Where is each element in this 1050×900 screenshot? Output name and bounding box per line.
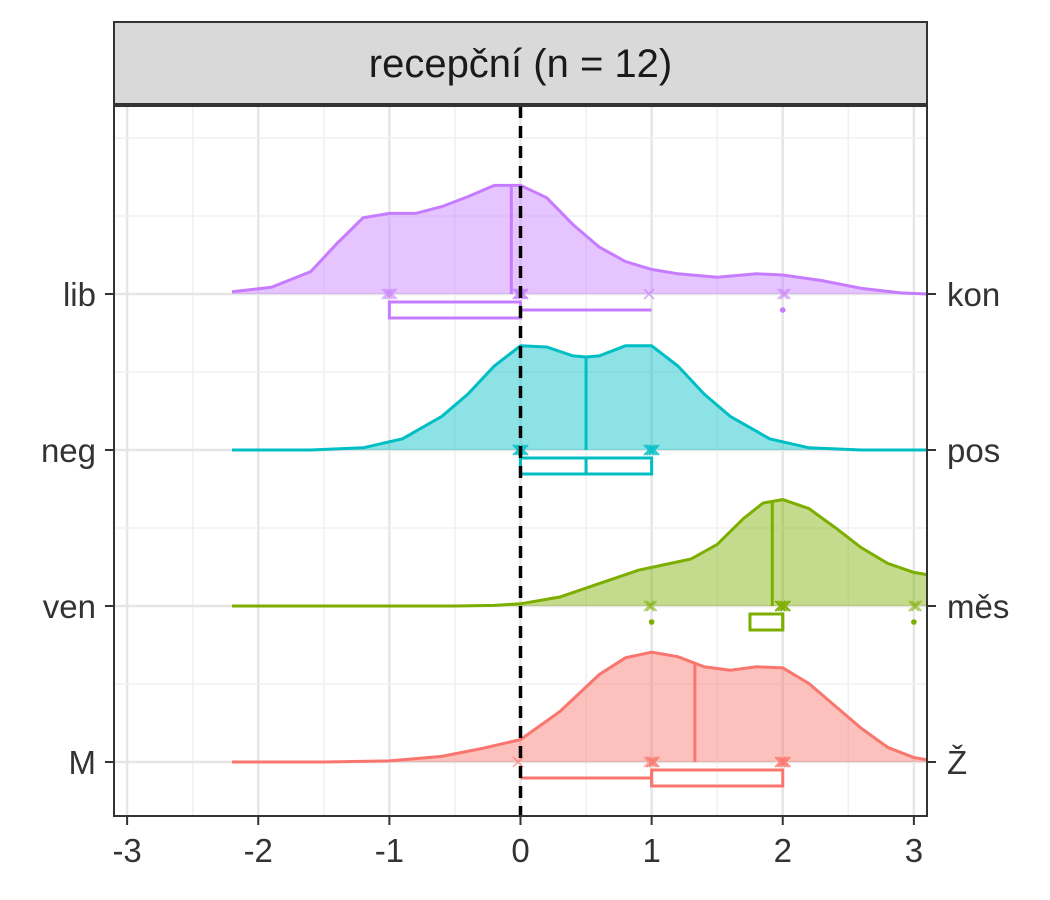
box-outlier <box>779 307 786 313</box>
density-curve <box>232 650 928 764</box>
data-point <box>645 600 658 612</box>
ridge-row-ven <box>232 498 928 632</box>
x-tick-label: -2 <box>244 832 273 869</box>
data-point <box>643 288 655 300</box>
density-curve <box>232 498 928 608</box>
y-label-right: měs <box>947 588 1009 625</box>
data-point <box>648 444 660 456</box>
facet-strip-title: recepční (n = 12) <box>369 42 673 86</box>
density-area <box>232 652 927 762</box>
x-tick-label: -1 <box>375 832 404 869</box>
axes: -3 -2 -1 0 1 2 3 lib kon neg pos ven měs M Ž <box>41 276 1009 869</box>
x-tick-label: -3 <box>112 832 141 869</box>
density-rows <box>231 183 928 788</box>
data-point <box>908 600 920 612</box>
data-point <box>648 756 660 768</box>
data-point <box>774 600 786 612</box>
data-point <box>512 756 524 768</box>
facet-strip: recepční (n = 12) <box>113 21 928 105</box>
data-point <box>383 288 396 300</box>
y-label-left: lib <box>63 276 96 313</box>
data-point <box>777 600 789 612</box>
density-area <box>232 185 927 294</box>
data-point <box>386 288 398 300</box>
box-outlier <box>648 619 655 625</box>
data-point <box>645 756 658 768</box>
y-label-right: pos <box>947 432 1000 469</box>
data-point <box>381 288 393 300</box>
data-point <box>643 444 655 456</box>
data-point <box>774 756 786 768</box>
y-label-right: Ž <box>947 744 967 781</box>
data-point <box>779 756 791 768</box>
data-point <box>777 288 789 300</box>
x-tick-label: 0 <box>511 832 529 869</box>
x-tick-label: 3 <box>905 832 923 869</box>
data-point <box>910 600 923 612</box>
data-point <box>645 444 658 456</box>
density-area <box>232 345 927 450</box>
density-area <box>232 499 927 606</box>
box-outlier <box>911 619 917 625</box>
data-point <box>643 600 655 612</box>
data-point <box>779 600 791 612</box>
y-label-left: M <box>69 744 97 781</box>
y-label-left: neg <box>41 432 96 469</box>
x-tick-label: 2 <box>774 832 792 869</box>
y-label-left: ven <box>43 588 96 625</box>
facet-strip-box <box>113 21 928 105</box>
density-curve <box>232 344 927 452</box>
x-tick-label: 1 <box>642 832 660 869</box>
density-curve <box>231 183 928 296</box>
data-point <box>643 756 655 768</box>
y-label-right: kon <box>947 276 1000 313</box>
data-point <box>779 288 791 300</box>
data-point <box>777 756 789 768</box>
ridge-row-M <box>232 650 928 788</box>
